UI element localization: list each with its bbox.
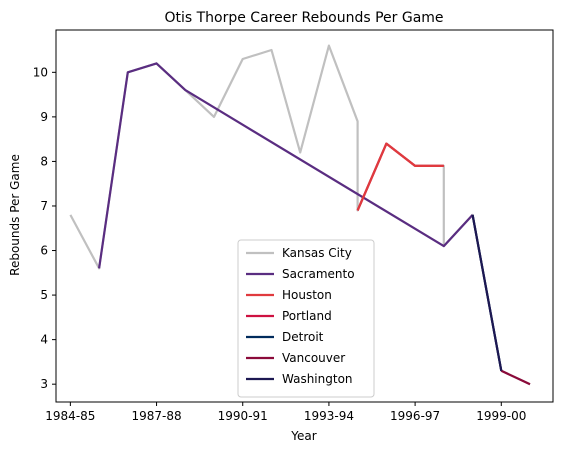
x-tick-label: 1990-91 <box>218 409 268 423</box>
y-axis-ticks: 3 4 5 6 7 8 9 10 <box>33 65 56 391</box>
legend-label: Washington <box>282 372 353 386</box>
series-line-6 <box>471 214 503 371</box>
y-tick-label: 10 <box>33 65 48 79</box>
legend-label: Detroit <box>282 330 324 344</box>
x-tick-label: 1987-88 <box>131 409 181 423</box>
x-tick-label: 1984-85 <box>45 409 95 423</box>
y-tick-label: 6 <box>40 244 48 258</box>
y-tick-label: 7 <box>40 199 48 213</box>
y-tick-label: 8 <box>40 154 48 168</box>
x-axis-ticks: 1984-85 1987-88 1990-91 1993-94 1996-97 1999-… <box>45 402 526 423</box>
y-tick-label: 3 <box>40 377 48 391</box>
legend-label: Kansas City <box>282 246 352 260</box>
plot-area <box>55 29 554 403</box>
x-tick-label: 1993-94 <box>304 409 354 423</box>
y-tick-label: 5 <box>40 288 48 302</box>
chart-title: Otis Thorpe Career Rebounds Per Game <box>164 10 443 26</box>
series-lines <box>69 44 531 386</box>
legend-label: Sacramento <box>282 267 355 281</box>
y-axis-label: Rebounds Per Game <box>8 154 22 276</box>
legend: Kansas City Sacramento Houston Portland Detr… <box>237 239 375 398</box>
x-axis-label: Year <box>290 429 316 443</box>
series-line-5 <box>500 369 531 386</box>
series-line-3 <box>356 142 444 211</box>
y-tick-label: 4 <box>40 333 48 347</box>
x-tick-label: 1999-00 <box>476 409 526 423</box>
legend-label: Vancouver <box>282 351 345 365</box>
legend-label: Portland <box>282 309 332 323</box>
y-tick-label: 9 <box>40 110 48 124</box>
x-tick-label: 1996-97 <box>390 409 440 423</box>
series-line-1 <box>98 62 474 269</box>
legend-label: Houston <box>282 288 332 302</box>
